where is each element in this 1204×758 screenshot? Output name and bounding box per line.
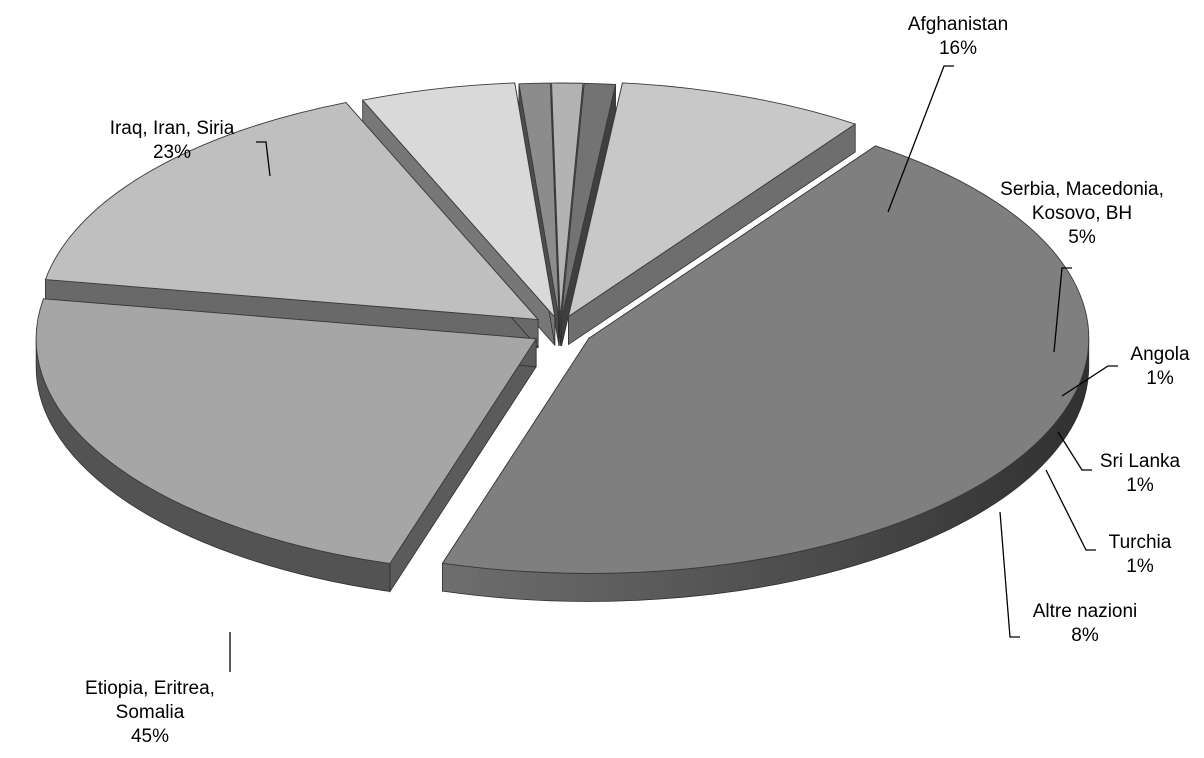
pie-slice-6 xyxy=(561,82,617,347)
pie-slices xyxy=(35,82,1090,602)
slice-value-label-3: 5% xyxy=(1068,227,1096,248)
leader-line-5 xyxy=(1057,431,1092,471)
leader-line-4 xyxy=(1061,365,1118,397)
slice-labels: Etiopia, Eritrea, Somalia 45% Iraq, Iran, S… xyxy=(85,14,1190,747)
slice-value-label-2: 16% xyxy=(939,38,977,59)
leader-line-1 xyxy=(256,141,271,177)
slice-top xyxy=(551,82,584,319)
slice-value-label-6: 1% xyxy=(1126,556,1154,577)
slice-value-label-1: 23% xyxy=(153,142,191,163)
slice-value-label-0: 45% xyxy=(131,726,169,747)
slice-top xyxy=(35,298,537,565)
slice-value-label-7: 8% xyxy=(1071,625,1099,646)
slice-top xyxy=(518,82,560,319)
slice-value-label-4: 1% xyxy=(1146,368,1174,389)
pie-slice-4 xyxy=(518,82,560,347)
slice-label-2: Afghanistan xyxy=(908,14,1008,35)
pie-slice-1 xyxy=(35,298,537,593)
leader-lines xyxy=(229,65,1118,672)
slice-top xyxy=(441,145,1090,574)
leader-line-3 xyxy=(1053,267,1072,353)
pie-slice-7 xyxy=(567,82,857,346)
slice-top xyxy=(561,82,617,319)
leader-line-2 xyxy=(887,65,954,213)
slice-label-5: Sri Lanka xyxy=(1100,451,1181,472)
slice-label-4: Angola xyxy=(1130,344,1190,365)
slice-top xyxy=(567,82,857,318)
slice-label-6: Turchia xyxy=(1109,532,1172,553)
leader-line-6 xyxy=(1045,469,1096,551)
pie-slice-0 xyxy=(441,145,1090,602)
slice-label-1: Iraq, Iran, Siria xyxy=(110,118,235,139)
slice-label-3: Serbia, Macedonia, xyxy=(1000,179,1164,200)
slice-top xyxy=(361,82,556,319)
slice-label-3: Kosovo, BH xyxy=(1032,203,1132,224)
slice-label-0: Etiopia, Eritrea, xyxy=(85,678,215,699)
slice-value-label-5: 1% xyxy=(1126,475,1154,496)
slice-top xyxy=(44,102,540,321)
leader-line-7 xyxy=(999,511,1020,638)
slice-label-7: Altre nazioni xyxy=(1033,601,1138,622)
slice-label-0: Somalia xyxy=(116,702,185,723)
